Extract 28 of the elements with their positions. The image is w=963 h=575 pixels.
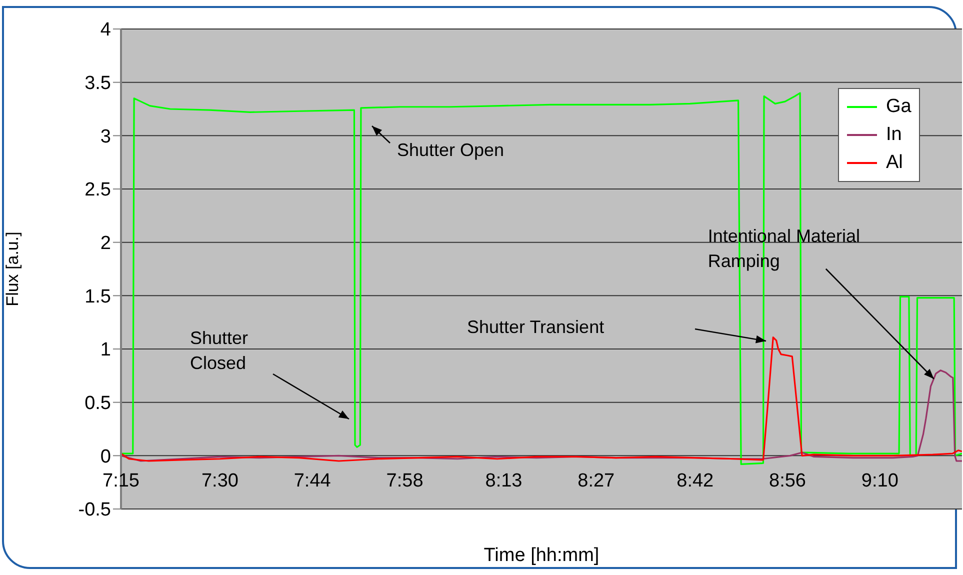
- y-tick-label: -0.5: [78, 500, 111, 521]
- y-axis-title: Flux [a.u.]: [3, 232, 22, 306]
- line-series: [121, 92, 962, 465]
- annotation: Shutter Open: [397, 140, 504, 160]
- x-tick-label: 9:10: [861, 470, 898, 492]
- y-tick-label: 1.5: [84, 286, 111, 308]
- y-tick-label: 0: [100, 446, 111, 468]
- legend-label: Ga: [886, 96, 912, 118]
- x-tick-label: 8:27: [578, 470, 615, 492]
- x-tick-label: 8:56: [769, 470, 806, 492]
- x-tick-label: 7:44: [294, 470, 332, 492]
- x-tick-label: 7:15: [102, 470, 140, 492]
- x-axis-title: Time [hh:mm]: [484, 545, 600, 566]
- x-tick-label: 8:42: [676, 470, 714, 492]
- y-tick-label: 0.5: [84, 393, 111, 414]
- y-tick-label: 3: [100, 126, 111, 148]
- y-tick-label: 2: [100, 233, 111, 254]
- legend-label: Al: [886, 152, 903, 174]
- y-tick-label: 3.5: [84, 73, 111, 94]
- legend-label: In: [886, 124, 902, 146]
- x-tick-label: 7:30: [201, 470, 238, 492]
- y-tick-label: 2.5: [84, 180, 111, 201]
- x-tick-label: 8:13: [485, 470, 522, 492]
- annotation: Shutter Transient: [467, 317, 604, 337]
- y-tick-label: 4: [100, 20, 112, 41]
- x-tick-label: 7:58: [386, 470, 424, 492]
- annotation: Shutter Closed: [190, 328, 248, 373]
- y-tick-label: 1: [100, 340, 111, 361]
